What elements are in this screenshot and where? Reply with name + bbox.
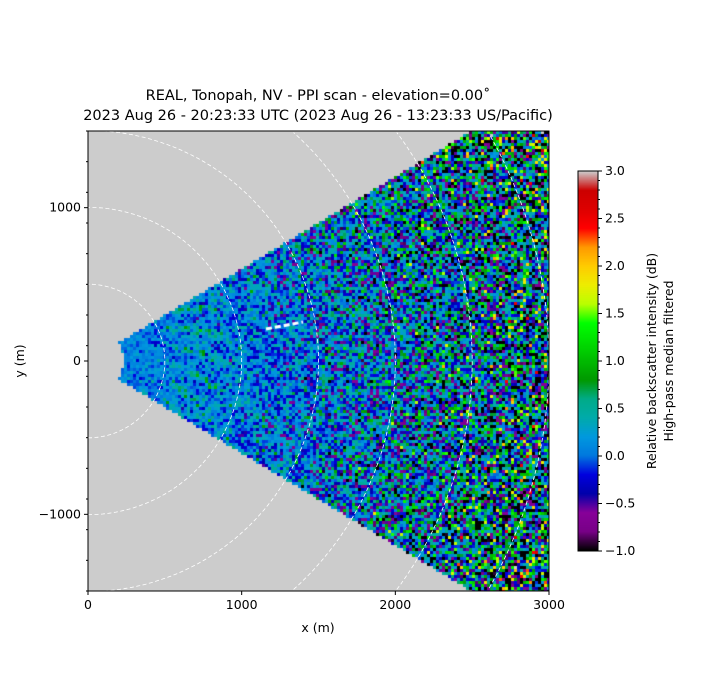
chart-title-line1: REAL, Tonopah, NV - PPI scan - elevation…	[145, 88, 491, 104]
y-tick-label: 0	[73, 353, 81, 368]
colorbar-tick-label: 2.0	[605, 258, 625, 273]
colorbar-gradient	[578, 171, 598, 551]
range-ring	[88, 283, 166, 439]
x-tick-label: 1000	[226, 597, 258, 612]
x-axis-ticks: 0 1000 2000 3000	[84, 591, 565, 612]
colorbar-tick-label: −0.5	[605, 496, 635, 511]
y-axis-ticks: −1000 0 1000	[39, 130, 88, 592]
x-tick-label: 2000	[379, 597, 411, 612]
colorbar-tick-label: 2.5	[605, 211, 625, 226]
y-tick-label: −1000	[39, 506, 81, 521]
colorbar-frame	[577, 170, 599, 552]
colorbar-tick-label: 1.5	[605, 306, 625, 321]
colorbar-label-line1: Relative backscatter intensity (dB)	[644, 253, 659, 469]
colorbar-tick-label: 0.0	[605, 448, 625, 463]
range-ring	[488, 133, 550, 589]
range-ring	[104, 130, 319, 592]
range-ring	[88, 206, 243, 516]
range-ring	[396, 132, 473, 590]
colorbar-tick-label: 3.0	[605, 163, 625, 178]
colorbar-ticks: −1.0 −0.5 0.0 0.5 1.0 1.5 2.0 2.5 3.0	[598, 163, 635, 558]
colorbar-tick-label: −1.0	[605, 543, 635, 558]
y-axis-label: y (m)	[12, 344, 27, 377]
colorbar-tick-label: 0.5	[605, 401, 625, 416]
range-rings	[88, 130, 550, 592]
x-axis-label: x (m)	[301, 620, 334, 635]
colorbar-tick-label: 1.0	[605, 353, 625, 368]
x-tick-label: 0	[84, 597, 92, 612]
chart-title-line2: 2023 Aug 26 - 20:23:33 UTC (2023 Aug 26 …	[83, 108, 553, 124]
y-tick-label: 1000	[49, 200, 81, 215]
x-tick-label: 3000	[533, 597, 565, 612]
range-ring	[293, 132, 396, 590]
colorbar-label-line2: High-pass median filtered	[661, 280, 676, 441]
